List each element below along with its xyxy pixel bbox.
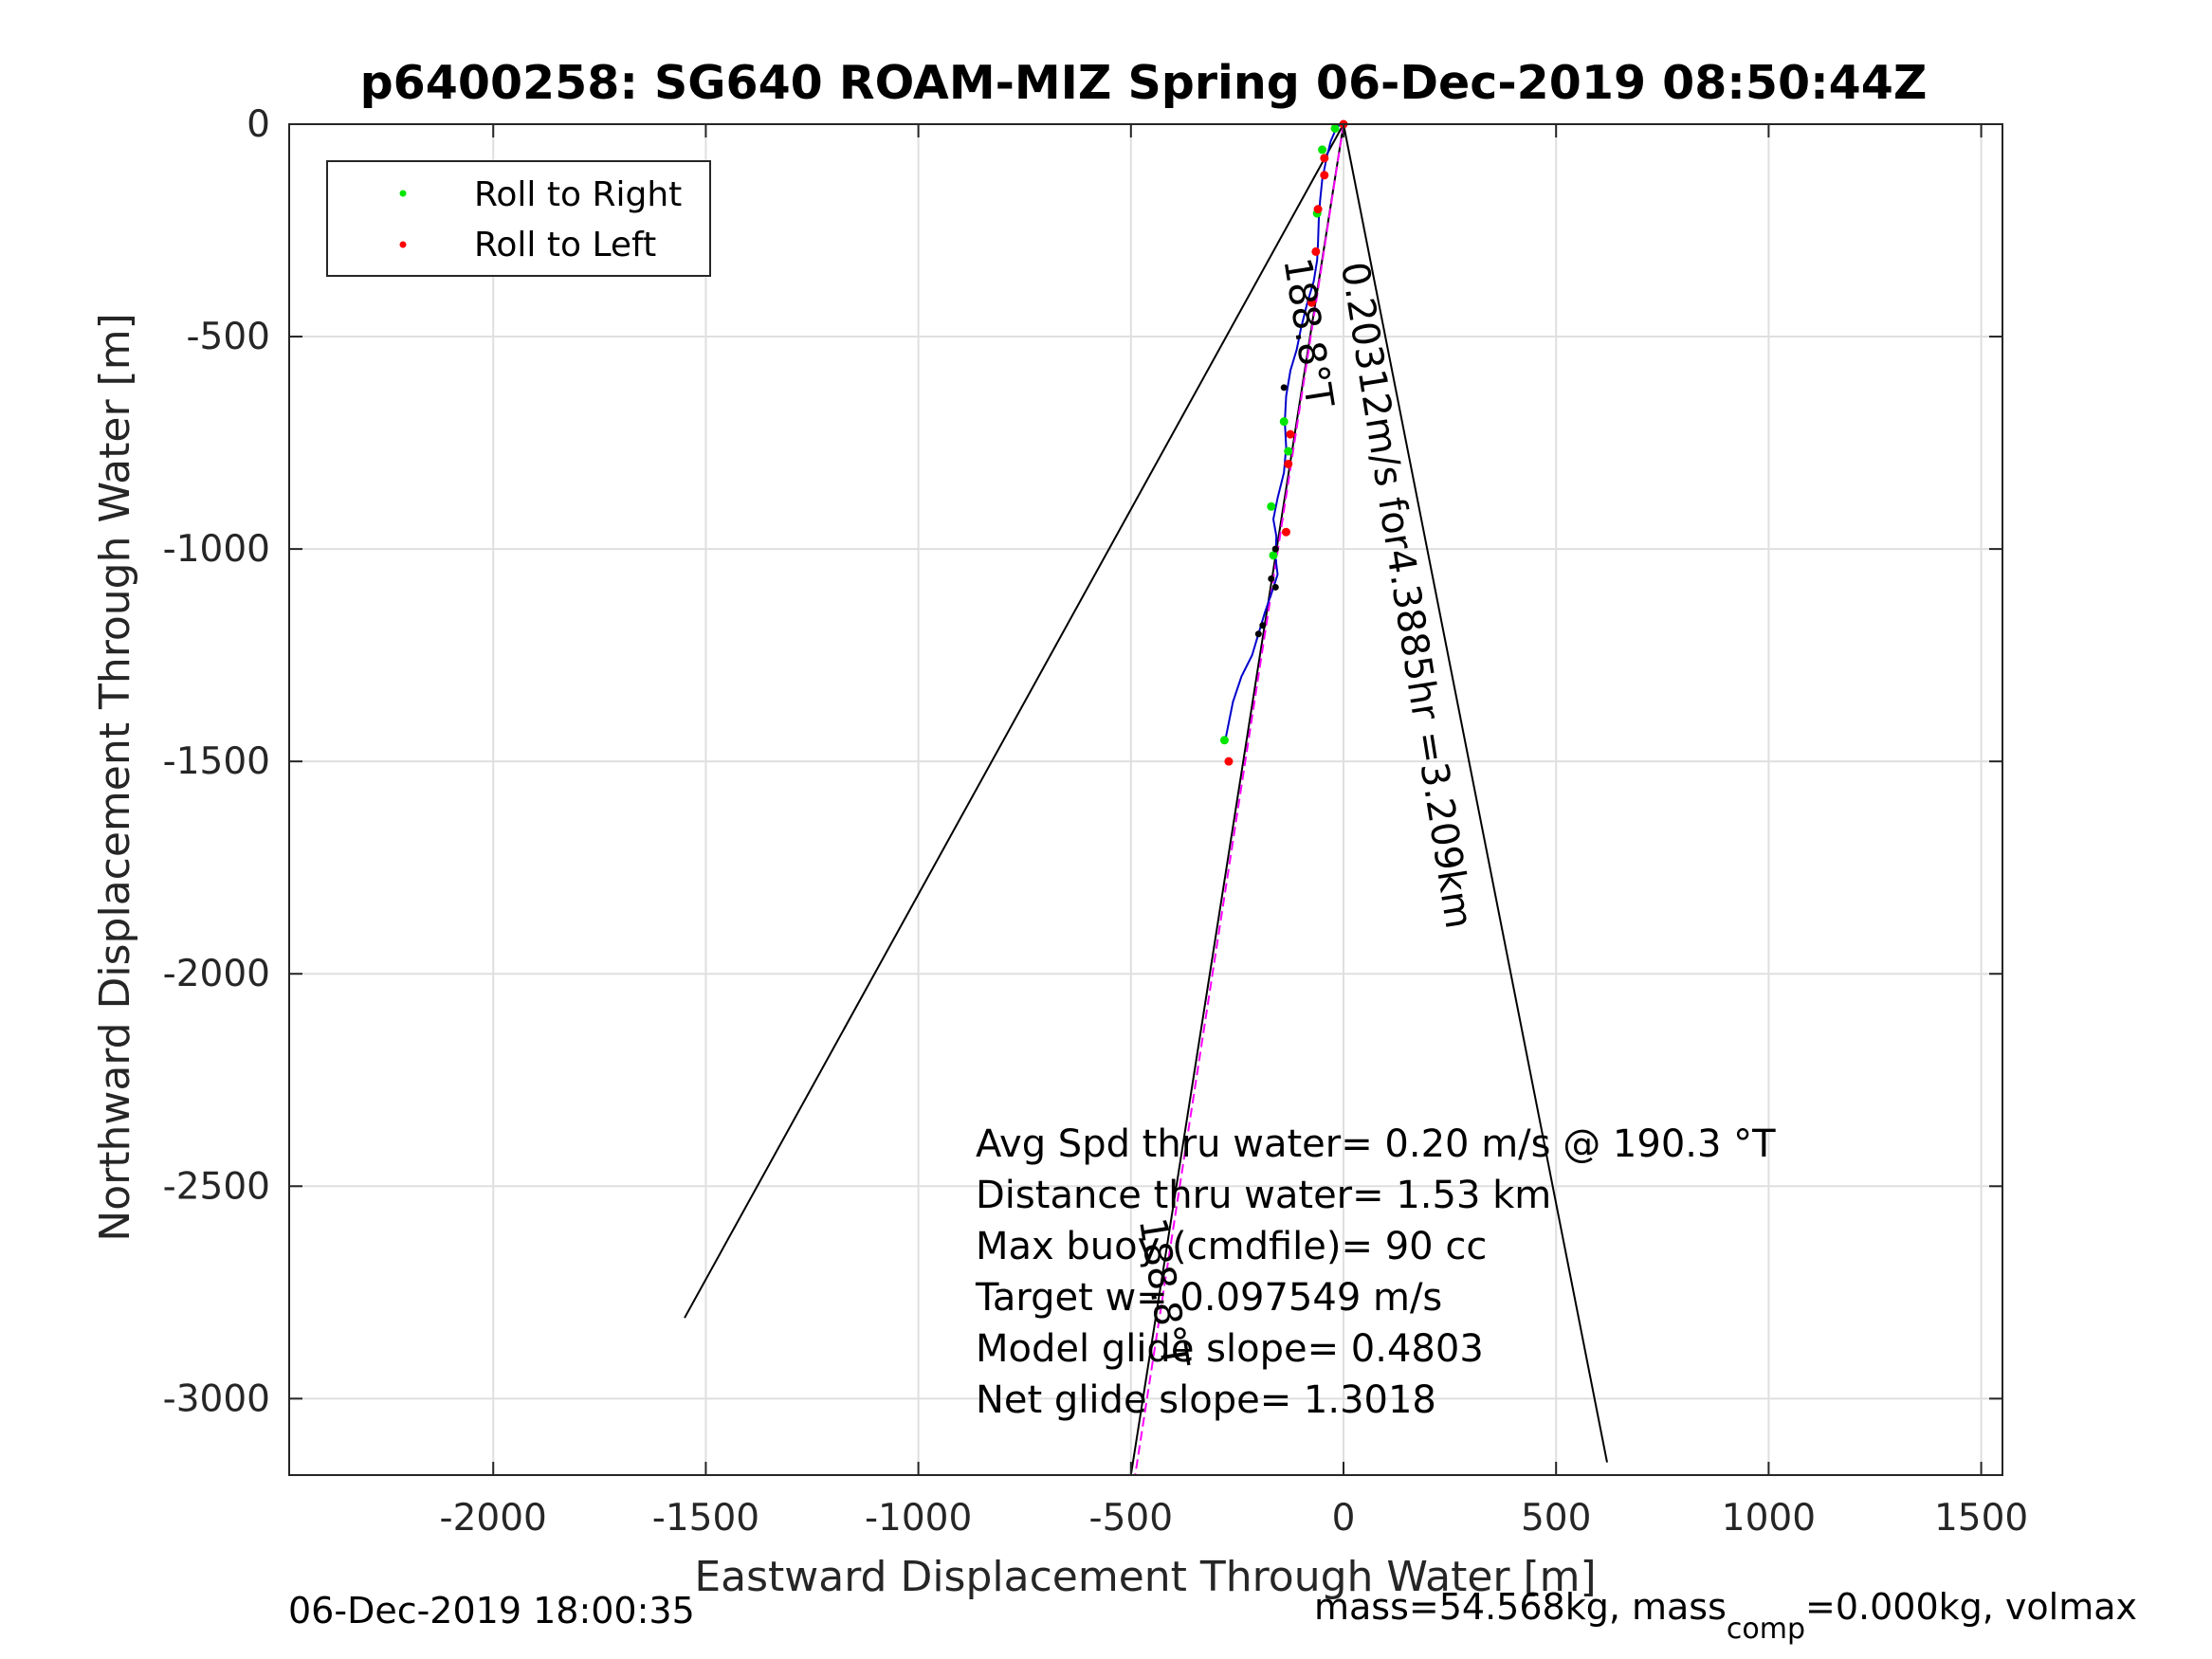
roll-right-point <box>1267 501 1276 511</box>
glider-track-line <box>1224 123 1344 740</box>
roll-right-point <box>1279 417 1289 427</box>
y-tick-label: 0 <box>247 103 270 146</box>
y-tick-label: -1000 <box>163 528 270 571</box>
y-tick-label: -2500 <box>163 1165 270 1208</box>
x-tick-label: 0 <box>1332 1497 1356 1540</box>
cone-line-2 <box>1343 123 1608 1463</box>
roll-right-point <box>1219 736 1229 745</box>
x-tick-label: -1500 <box>652 1497 759 1540</box>
info-line-max-buoy: Max buoy (cmdfile)= 90 cc <box>976 1225 1487 1268</box>
footer-timestamp: 06-Dec-2019 18:00:35 <box>288 1590 695 1632</box>
chart-title: p6400258: SG640 ROAM-MIZ Spring 06-Dec-2… <box>360 56 1928 110</box>
footer-mass-suffix: =0.000kg, volmax <box>1805 1586 2137 1628</box>
x-tick-label: -1000 <box>865 1497 972 1540</box>
x-axis-label: Eastward Displacement Through Water [m] <box>694 1553 1596 1601</box>
legend-label-roll-left: Roll to Left <box>474 226 656 264</box>
roll-right-point <box>1330 123 1340 133</box>
roll-right-point <box>1284 447 1293 456</box>
info-line-target-w: Target w= 0.097549 m/s <box>975 1276 1442 1320</box>
heading-line <box>1134 123 1344 1476</box>
track-marker-point <box>1259 622 1267 629</box>
roll-left-point <box>1313 205 1323 214</box>
y-axis-label: Northward Displacement Through Water [m] <box>91 313 139 1241</box>
footer-mass-subscript: comp <box>1727 1613 1805 1646</box>
roll-left-point <box>1284 459 1293 468</box>
track-marker-point <box>1271 545 1279 553</box>
footer-mass-info: mass=54.568kg, masscomp=0.000kg, volmax <box>1314 1586 2137 1646</box>
x-tick-label: 1500 <box>1934 1497 2028 1540</box>
roll-left-point <box>1286 429 1295 439</box>
x-tick-label: 1000 <box>1722 1497 1816 1540</box>
info-line-avg-speed: Avg Spd thru water= 0.20 m/s @ 190.3 °T <box>976 1122 1776 1166</box>
track-marker-point <box>1268 574 1275 582</box>
y-tick-label: -2000 <box>163 953 270 995</box>
info-line-model-glide: Model glide slope= 0.4803 <box>976 1327 1484 1371</box>
roll-left-point <box>1311 246 1321 256</box>
info-text-block: Avg Spd thru water= 0.20 m/s @ 190.3 °T … <box>975 1122 1776 1422</box>
x-tick-label: 500 <box>1521 1497 1591 1540</box>
legend-marker-roll-right <box>399 190 407 197</box>
info-line-distance: Distance thru water= 1.53 km <box>976 1174 1551 1217</box>
y-tick-label: -3000 <box>163 1377 270 1420</box>
annotation-label-1: 0.20312m/s for4.3885hr =3.209km <box>1332 259 1481 931</box>
info-line-net-glide: Net glide slope= 1.3018 <box>976 1378 1436 1422</box>
x-tick-label: -2000 <box>440 1497 547 1540</box>
track-marker-point <box>1254 630 1262 638</box>
track-marker-point <box>1280 384 1288 392</box>
y-tick-label: -1500 <box>163 740 270 783</box>
roll-left-point <box>1281 527 1290 537</box>
track-marker-point <box>1271 583 1279 591</box>
series-layer <box>684 119 1608 1476</box>
legend-label-roll-right: Roll to Right <box>474 175 682 214</box>
roll-left-point <box>1224 757 1234 766</box>
x-tick-label: -500 <box>1089 1497 1174 1540</box>
roll-right-point <box>1269 551 1278 560</box>
roll-left-point <box>1320 171 1329 180</box>
plot-frame <box>288 123 2003 1476</box>
legend-marker-roll-left <box>399 241 407 248</box>
y-tick-label: -500 <box>186 316 270 358</box>
legend: Roll to Right Roll to Left <box>326 160 711 277</box>
footer-mass-prefix: mass=54.568kg, mass <box>1314 1586 1727 1628</box>
legend-box <box>326 160 711 277</box>
roll-right-point <box>1318 145 1327 155</box>
grid-lines <box>289 123 2002 1475</box>
roll-left-point <box>1320 154 1329 163</box>
roll-left-point <box>1307 298 1316 307</box>
ticks-layer: -2000 -1500 -1000 -500 0 500 1000 1500 0 -500 -100… <box>163 103 2029 1540</box>
cone-line-1 <box>684 123 1344 1319</box>
